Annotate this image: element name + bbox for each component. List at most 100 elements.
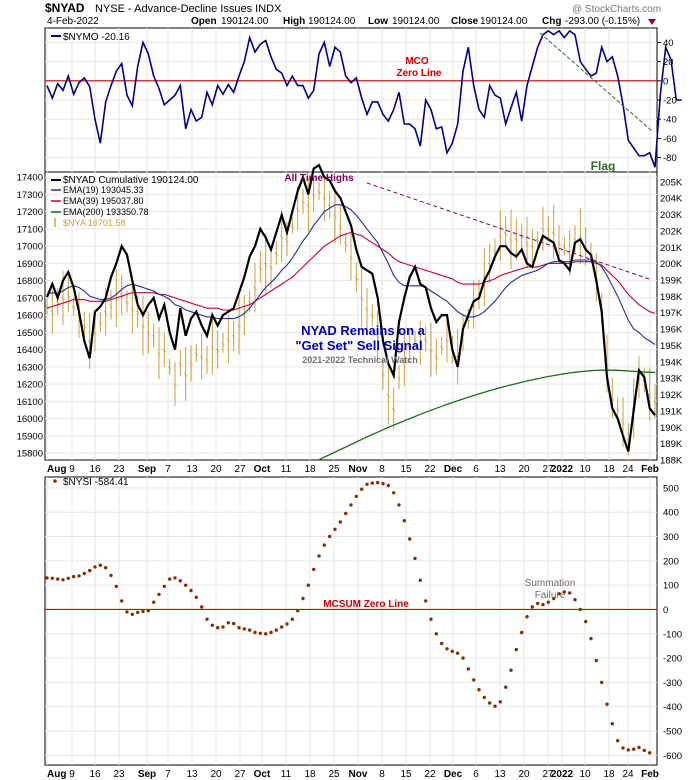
nysi-x-tick-label: 2022 <box>551 769 574 780</box>
nysi-x-tick-label: 25 <box>328 769 340 780</box>
nysi-point <box>498 700 502 704</box>
nymo-y-tick-label: -40 <box>663 115 677 126</box>
nysi-point <box>264 632 268 636</box>
nyad-y2-tick-label: 188K <box>660 456 683 467</box>
nysi-point <box>45 576 49 580</box>
header-chg-label: Chg <box>542 16 561 27</box>
header-open-label: Open <box>191 16 217 27</box>
ema39-legend: EMA(39) 195037.80 <box>63 196 144 206</box>
nysi-y-tick-label: 500 <box>663 483 679 494</box>
nysi-legend-swatch <box>53 479 57 483</box>
nysi-y-tick-label: -500 <box>663 726 682 737</box>
summation-label: Summation <box>525 578 576 589</box>
nysi-x-tick-label: 20 <box>210 769 222 780</box>
nyad-y-tick-label: 16100 <box>17 397 43 408</box>
nysi-point <box>77 574 81 578</box>
nyad-y2-tick-label: 195K <box>660 341 683 352</box>
nysi-point <box>514 647 518 652</box>
nysi-x-tick-label: 23 <box>113 769 125 780</box>
nysi-point <box>88 568 92 573</box>
nyad-y-tick-label: 15900 <box>17 431 43 442</box>
nysi-x-tick-label: 8 <box>379 769 385 780</box>
nysi-point <box>450 649 454 653</box>
header-close-label: Close <box>451 16 479 27</box>
nyad-x-tick-label: Feb <box>641 464 659 475</box>
nysi-point <box>376 480 380 485</box>
nysi-point <box>397 503 401 507</box>
nymo-y-tick-label: 20 <box>663 57 674 68</box>
nyad-y2-tick-label: 197K <box>660 308 683 319</box>
nymo-y-tick-label: -20 <box>663 96 677 107</box>
nyad-y2-tick-label: 196K <box>660 325 683 336</box>
nysi-point <box>637 745 641 750</box>
nysi-point <box>146 609 150 613</box>
nyad-y-tick-label: 16000 <box>17 414 43 425</box>
technical-watch-label: 2021-2022 Technical Watch <box>302 355 418 365</box>
nysi-x-tick-label: 18 <box>304 769 316 780</box>
nyad-x-tick-label: 13 <box>494 464 506 475</box>
nysi-point <box>360 487 364 491</box>
nysi-x-tick-label: Nov <box>349 769 368 780</box>
nysi-point <box>600 680 604 685</box>
nysi-point <box>594 658 598 663</box>
nysi-y-tick-label: -200 <box>663 654 682 665</box>
nysi-point <box>621 746 625 750</box>
nysi-point <box>221 625 225 629</box>
nysi-point <box>114 584 119 589</box>
nysi-point <box>504 685 508 689</box>
header-low: 190124.00 <box>392 16 440 27</box>
nysi-point <box>434 632 438 636</box>
header-high: 190124.00 <box>308 16 356 27</box>
nysi-point <box>584 619 588 624</box>
nysi-point <box>536 601 540 606</box>
nysi-point <box>210 623 214 627</box>
nymo-y-tick-label: 40 <box>663 38 674 49</box>
nysi-legend: $NYSI -584.41 <box>63 477 129 488</box>
nysi-point <box>546 600 550 604</box>
nysi-y-tick-label: -600 <box>663 751 682 762</box>
nya-legend: $NYA 16701.58 <box>63 218 125 228</box>
nyad-y2-tick-label: 201K <box>660 243 683 254</box>
ath-trendline <box>366 182 653 281</box>
nysi-point <box>381 481 385 486</box>
nysi-point <box>306 583 310 587</box>
mco-label-line2: Zero Line <box>396 68 441 79</box>
header-chg: -293.00 (-0.15%) <box>565 16 640 27</box>
nymo-y-tick-label: -80 <box>663 153 677 164</box>
nysi-point <box>429 617 433 621</box>
nysi-point <box>392 491 396 495</box>
nyad-y2-tick-label: 190K <box>660 423 683 434</box>
nysi-point <box>589 636 593 641</box>
nyad-x-tick-label: 13 <box>186 464 198 475</box>
nysi-point <box>338 520 342 524</box>
nysi-point <box>66 576 71 580</box>
ema19-legend: EMA(19) 193045.33 <box>63 185 144 195</box>
nysi-point <box>408 537 412 541</box>
nyad-x-tick-label: Nov <box>349 464 368 475</box>
nysi-y-tick-label: 100 <box>663 581 679 592</box>
nyad-x-tick-label: 22 <box>424 464 436 475</box>
nyad-y-tick-label: 16800 <box>17 276 43 287</box>
nysi-point <box>477 688 481 692</box>
nysi-point <box>296 609 300 613</box>
nyad-y2-tick-label: 198K <box>660 292 683 303</box>
nysi-point <box>130 612 134 616</box>
header-watermark: @ StockCharts.com <box>572 4 661 15</box>
nysi-point <box>573 598 577 602</box>
nyad-legend: $NYAD Cumulative 190124.00 <box>63 175 199 186</box>
nysi-point <box>642 748 646 753</box>
nyad-y-tick-label: 17000 <box>17 242 43 253</box>
nysi-x-tick-label: Oct <box>254 769 271 780</box>
ema39-line <box>46 231 656 314</box>
nyad-line <box>45 163 656 452</box>
nysi-point <box>568 591 572 595</box>
nysi-x-tick-label: Dec <box>444 769 463 780</box>
nysi-x-tick-label: 20 <box>518 769 530 780</box>
nysi-point <box>72 574 76 579</box>
nysi-point <box>562 590 566 594</box>
nysi-point <box>530 605 534 609</box>
nysi-point <box>610 722 614 726</box>
nysi-point <box>189 588 193 593</box>
nyad-y-tick-label: 16500 <box>17 328 43 339</box>
header-open: 190124.00 <box>221 16 269 27</box>
